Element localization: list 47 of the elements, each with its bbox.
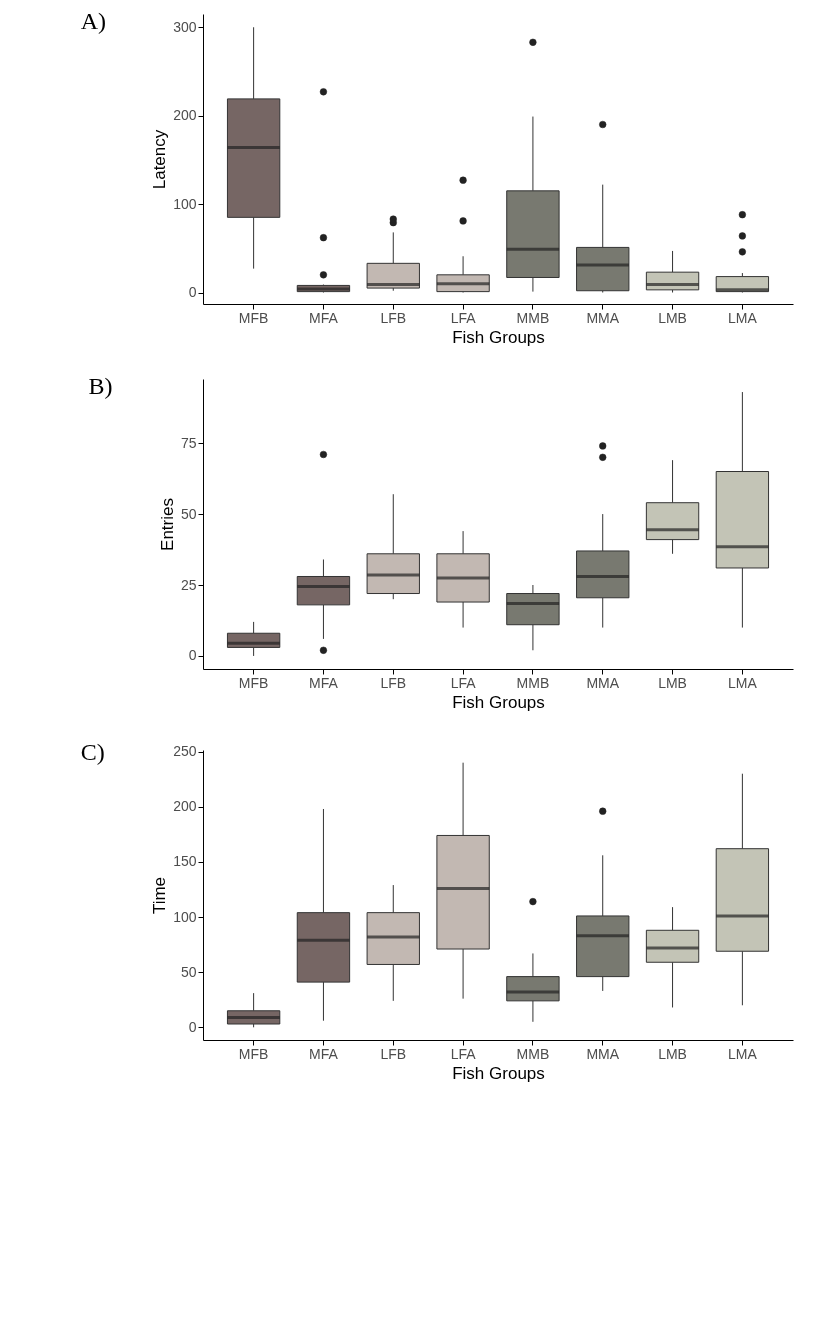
x-tick-label: LMB [658, 309, 687, 326]
x-tick-label: MMA [586, 309, 620, 326]
x-tick-label: LMB [658, 674, 687, 691]
x-axis-title: Fish Groups [452, 327, 545, 347]
x-tick-label: LMA [727, 309, 758, 326]
x-tick-label: MMA [586, 674, 620, 691]
y-tick-label: 50 [180, 505, 197, 522]
x-tick-label: MFA [309, 674, 339, 691]
x-tick-label: LFA [450, 309, 477, 326]
x-tick-label: LMA [727, 674, 758, 691]
x-tick-label: LFB [380, 309, 407, 326]
y-tick-label: 100 [173, 195, 197, 212]
x-tick-label: MFA [309, 1045, 339, 1062]
y-tick-label: 100 [173, 908, 197, 925]
y-tick-label: 200 [173, 107, 197, 124]
x-tick-label: LMA [727, 1045, 758, 1062]
x-axis-title: Fish Groups [452, 692, 545, 712]
y-tick-label: 25 [180, 576, 197, 593]
y-tick-label: 200 [173, 798, 197, 815]
x-tick-label: LFA [450, 1045, 477, 1062]
y-tick-label: 0 [188, 1018, 197, 1035]
chart-title: B) [88, 373, 113, 399]
x-tick-label: MFB [238, 1045, 269, 1062]
x-tick-label: LFB [380, 674, 407, 691]
y-tick-label: 0 [188, 647, 197, 664]
x-tick-label: LFA [450, 674, 477, 691]
y-tick-label: 150 [173, 853, 197, 870]
x-tick-label: MFB [238, 309, 269, 326]
y-tick-label: 50 [180, 963, 197, 980]
x-tick-label: MFA [309, 309, 339, 326]
chart-title: C) [80, 738, 105, 765]
x-tick-label: MFB [238, 674, 269, 691]
x-axis-title: Fish Groups [452, 1063, 545, 1083]
y-tick-label: 75 [180, 434, 197, 451]
y-tick-label: 0 [188, 284, 197, 301]
y-axis-title: Latency [150, 129, 170, 190]
y-axis-title: Entries [157, 498, 177, 551]
y-tick-label: 300 [173, 18, 197, 35]
x-tick-label: LMB [658, 1045, 687, 1062]
x-tick-label: LFB [380, 1045, 407, 1062]
chart-title: A) [80, 8, 106, 34]
x-tick-label: MMB [516, 1045, 550, 1062]
x-tick-label: MMB [516, 674, 550, 691]
x-tick-label: MMA [586, 1045, 620, 1062]
x-tick-label: MMB [516, 309, 550, 326]
y-axis-title: Time [150, 876, 170, 915]
y-tick-label: 250 [173, 743, 197, 760]
